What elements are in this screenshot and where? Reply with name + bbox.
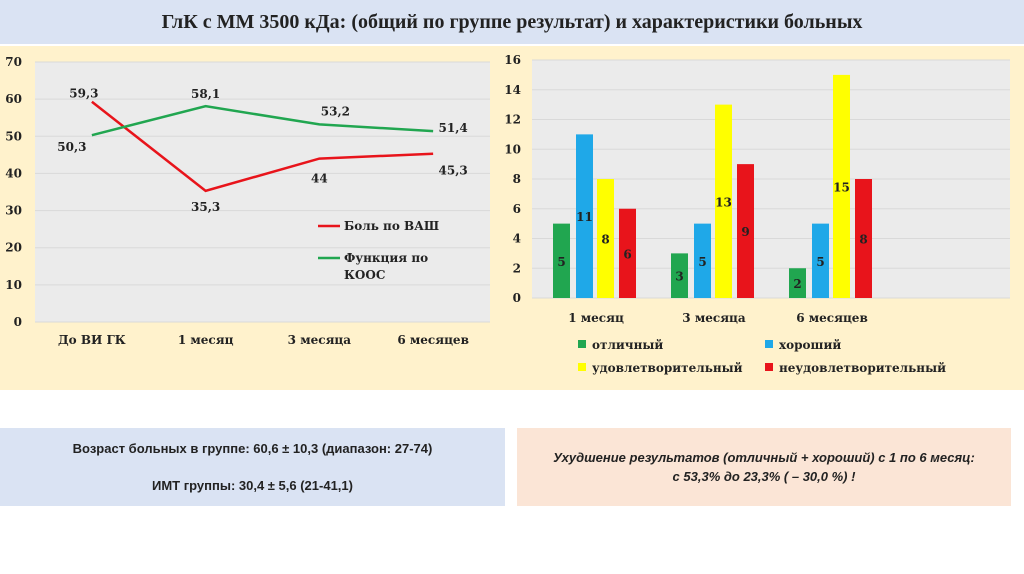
charts-area: 0 10 20 30 40 50 60 70 До ВИ ГК 1 месяц 3 месяца 6 … [0,46,1024,390]
series-line-1 [91,104,434,137]
bar-отличный [553,223,570,298]
y-tick-label: 10 [5,278,22,292]
bar-удовлетворительный [833,74,850,298]
bar-value-label: 8 [601,233,609,247]
data-label: 50,3 [57,140,86,154]
bar-хороший [694,223,711,298]
legend-swatch [578,363,586,371]
y-tick-label: 8 [513,172,521,186]
bar-value-label: 6 [623,247,631,261]
conclusion-box: Ухудшение результатов (отличный + хороши… [517,428,1011,506]
bar-удовлетворительный [597,179,614,298]
age-text: Возраст больных в группе: 60,6 ± 10,3 (д… [72,441,433,456]
data-label: 58,1 [191,87,220,101]
bar-value-label: 13 [715,195,732,209]
bmi-text: ИМТ группы: 30,4 ± 5,6 (21-41,1) [152,478,353,493]
y-tick-label: 70 [5,55,22,69]
bar-отличный [671,253,688,298]
bar-value-label: 11 [576,210,593,224]
bar-неудовлетворительный [855,179,872,298]
data-label: 53,2 [321,104,350,118]
y-tick-label: 20 [5,241,22,255]
legend-label: хороший [779,338,841,352]
y-tick-label: 14 [504,83,521,97]
bar-неудовлетворительный [737,164,754,298]
data-label: 35,3 [191,200,220,214]
bar-value-label: 15 [833,180,850,194]
y-tick-label: 40 [5,166,22,180]
y-tick-label: 2 [513,261,521,275]
x-tick-label: 6 месяцев [796,311,868,325]
y-tick-label: 60 [5,92,22,106]
y-tick-label: 12 [504,113,521,127]
y-tick-label: 10 [504,142,521,156]
y-tick-label: 4 [513,232,521,246]
x-tick-label: До ВИ ГК [58,333,126,347]
legend-label: отличный [592,338,663,352]
y-tick-label: 0 [513,291,521,305]
patient-info-box: Возраст больных в группе: 60,6 ± 10,3 (д… [0,428,505,506]
bar-хороший [576,134,593,298]
series-line-0 [91,100,434,193]
slide-title: ГлК с ММ 3500 кДа: (общий по группе резу… [0,0,1024,44]
bar-value-label: 5 [698,255,706,269]
y-tick-label: 0 [14,315,22,329]
bar-value-label: 9 [741,225,749,239]
legend-swatch [765,340,773,348]
legend-label: КООС [344,268,385,282]
bar-хороший [812,223,829,298]
line-plot-area [35,62,490,322]
legend-label: Функция по [344,251,428,265]
legend-swatch [578,340,586,348]
bar-value-label: 3 [675,270,683,284]
legend-label: удовлетворительный [592,361,743,375]
x-tick-label: 3 месяца [682,311,746,325]
y-tick-label: 50 [5,129,22,143]
x-tick-label: 3 месяца [288,333,352,347]
bar-отличный [789,268,806,298]
conclusion-line-1: Ухудшение результатов (отличный + хороши… [553,450,975,465]
legend-label: неудовлетворительный [779,361,946,375]
bar-удовлетворительный [715,104,732,298]
y-tick-label: 30 [5,204,22,218]
legend-label: Боль по ВАШ [344,219,439,233]
data-label: 44 [311,172,328,186]
data-label: 51,4 [439,121,468,135]
bar-value-label: 5 [816,255,824,269]
x-tick-label: 6 месяцев [397,333,469,347]
x-tick-label: 1 месяц [568,311,624,325]
y-tick-label: 16 [504,53,521,67]
bar-неудовлетворительный [619,208,636,298]
bar-value-label: 5 [557,255,565,269]
conclusion-line-2: с 53,3% до 23,3% ( – 30,0 %) ! [672,469,856,484]
bar-value-label: 2 [793,277,801,291]
bar-value-label: 8 [859,233,867,247]
legend-swatch [765,363,773,371]
y-tick-label: 6 [513,202,521,216]
data-label: 59,3 [69,87,98,101]
data-label: 45,3 [439,164,468,178]
x-tick-label: 1 месяц [178,333,234,347]
